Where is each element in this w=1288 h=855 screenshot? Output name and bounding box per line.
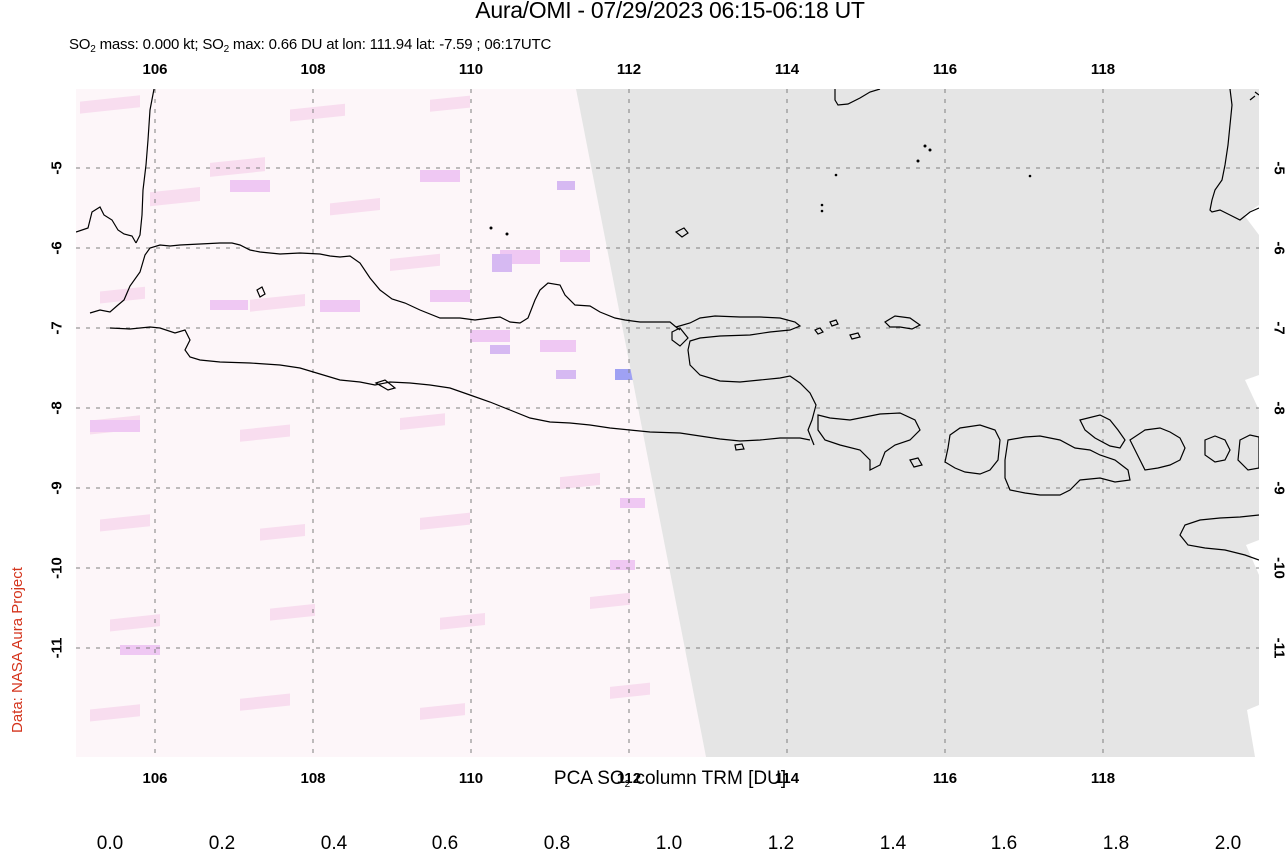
small-islands [489, 144, 1032, 236]
sumba-coast [1179, 514, 1259, 561]
colorbar-title: PCA SO2 column TRM [DU] [0, 768, 1288, 790]
colorbar-tick-label: 1.2 [767, 833, 795, 854]
colorbar-title-text: PCA SO [553, 768, 625, 789]
lon-label-top: 118 [1090, 61, 1116, 78]
no-data-region [576, 89, 1259, 757]
lon-label-top: 116 [932, 61, 958, 78]
colorbar-tick-label: 1.0 [655, 833, 683, 854]
graticule [76, 89, 1259, 757]
lon-label-bottom: 106 [142, 770, 168, 787]
so2-mass-text: mass: 0.000 kt; [95, 36, 203, 53]
lon-label-top: 112 [616, 61, 642, 78]
lon-label-top: 106 [142, 61, 168, 78]
java-south-coast [109, 326, 811, 442]
lombok-coast [944, 424, 1001, 475]
lon-label-top: 110 [458, 61, 484, 78]
so2-max-text: max: 0.66 DU at lon: 111.94 lat: -7.59 ;… [228, 36, 552, 53]
java-north-coast [89, 242, 681, 331]
colorbar-tick-label: 0.6 [431, 833, 459, 854]
so2-text: SO [202, 36, 224, 53]
subscript-2: 2 [624, 779, 631, 790]
sumatra-coast [135, 89, 155, 244]
colorbar-title-units: column TRM [DU] [630, 768, 787, 789]
colorbar-tick-label: 0.2 [208, 833, 236, 854]
sumbawa-coast [1004, 435, 1131, 496]
subscript-2: 2 [223, 44, 230, 55]
colorbar-tick-label: 0.8 [543, 833, 571, 854]
borneo-coast [834, 89, 881, 106]
lon-label-top: 108 [300, 61, 326, 78]
so2-summary: SO2 mass: 0.000 kt; SO2 max: 0.66 DU at … [69, 36, 552, 55]
lon-label-bottom: 118 [1090, 770, 1116, 787]
lon-label-top: 114 [774, 61, 800, 78]
subscript-2: 2 [90, 44, 96, 55]
lon-label-bottom: 108 [300, 770, 326, 787]
so2-max-pixel [615, 369, 633, 380]
colorbar-tick-label: 1.6 [990, 833, 1018, 854]
colorbar-tick-label: 1.4 [879, 833, 907, 854]
east-java-madura-coast [675, 315, 817, 446]
lon-label-bottom: 110 [458, 770, 484, 787]
colorbar-tick-label: 0.4 [320, 833, 348, 854]
so2-pixel-field [76, 89, 706, 757]
so2-text: SO [69, 36, 91, 53]
bali-coast [817, 412, 921, 471]
map-title: Aura/OMI - 07/29/2023 06:15-06:18 UT [475, 0, 865, 23]
coastlines [76, 89, 1259, 561]
colorbar-tick-label: 2.0 [1214, 833, 1242, 854]
lon-label-bottom: 112 [616, 770, 642, 787]
sulawesi-coast [1209, 89, 1259, 221]
colorbar-tick-label: 0.0 [96, 833, 124, 854]
lon-label-bottom: 114 [774, 770, 800, 787]
lon-label-bottom: 116 [932, 770, 958, 787]
colorbar-tick-label: 1.8 [1102, 833, 1130, 854]
